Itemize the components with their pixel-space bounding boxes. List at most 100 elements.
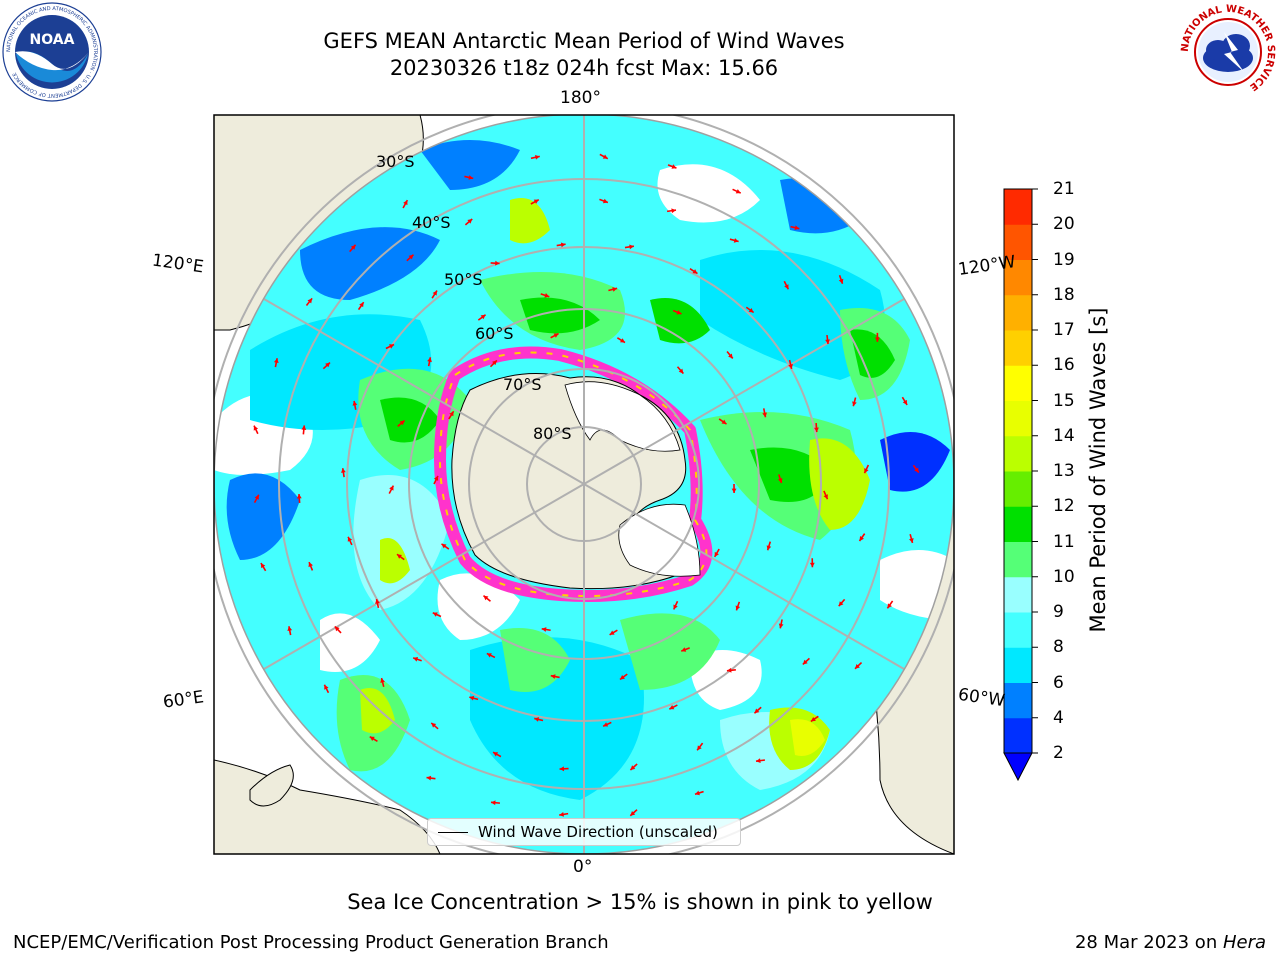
wave-arrow-head xyxy=(334,626,340,632)
wave-arrow-head xyxy=(671,208,676,214)
noaa-logo: NOAA NATIONAL OCEANIC AND ATMOSPHERIC AD… xyxy=(2,2,102,102)
colorbar-segment xyxy=(1004,576,1032,613)
footer-date-text: 28 Mar 2023 on xyxy=(1074,932,1223,953)
wave-arrow-head xyxy=(483,595,489,601)
colorbar-segment xyxy=(1004,365,1032,401)
chart-subtitle: 20230326 t18z 024h fcst Max: 15.66 xyxy=(389,56,779,80)
wave-arrow-head xyxy=(762,412,767,418)
wave-arrow-head xyxy=(778,623,784,629)
lat-label-60s: 60°S xyxy=(475,324,514,343)
wave-arrow-head xyxy=(308,562,313,568)
wave-arrow-head xyxy=(260,563,266,569)
land-madagascar xyxy=(249,764,294,807)
wave-arrow-head xyxy=(449,411,454,417)
colorbar-segment xyxy=(1004,471,1032,507)
wave-period-field xyxy=(214,115,954,854)
wave-arrow-head xyxy=(602,198,608,204)
wave-arrow-head xyxy=(408,254,414,260)
noaa-logo-text: NOAA xyxy=(30,32,75,48)
wave-arrow-head xyxy=(838,278,844,284)
gridlines xyxy=(214,115,954,854)
wave-arrow-head xyxy=(678,368,684,374)
wave-arrow-head xyxy=(413,657,419,662)
colorbar-segment xyxy=(1004,612,1032,648)
wave-arrow-head xyxy=(352,400,358,406)
lat-label-40s: 40°S xyxy=(412,213,451,232)
wave-arrow-head xyxy=(533,199,539,204)
colorbar-tick-label: 19 xyxy=(1053,249,1075,270)
colorbar-tick-label: 18 xyxy=(1053,284,1075,305)
wave-arrow-head xyxy=(467,218,473,224)
wave-arrow-head xyxy=(553,333,559,338)
colorbar-tick-label: 4 xyxy=(1053,707,1064,728)
wave-arrow-head xyxy=(403,200,408,206)
wave-arrow-head xyxy=(347,536,353,542)
wave-arrow-head xyxy=(620,338,625,343)
wave-arrow-head xyxy=(794,225,800,231)
wave-arrow-head xyxy=(838,601,844,607)
colorbar-tick-label: 12 xyxy=(1053,496,1075,517)
wave-arrow-head xyxy=(735,605,741,611)
lat-label-70s: 70°S xyxy=(503,375,542,394)
lat-label-50s: 50°S xyxy=(444,270,483,289)
wave-arrow-head xyxy=(733,238,739,243)
colorbar-tick-label: 9 xyxy=(1053,602,1064,622)
wave-arrow-head xyxy=(490,800,496,806)
colorbar-segment xyxy=(1004,294,1032,331)
wave-arrow-head xyxy=(755,758,761,763)
lon-label-180: 180° xyxy=(560,88,601,108)
colorbar-segment xyxy=(1004,400,1032,437)
wave-arrow-head xyxy=(480,314,486,320)
legend-line-swatch xyxy=(438,832,468,833)
footer-machine: Hera xyxy=(1222,932,1266,953)
wave-arrow-head xyxy=(560,242,566,248)
wave-arrow-head xyxy=(810,716,816,722)
wave-arrow-head xyxy=(902,399,908,405)
wave-arrow-head xyxy=(388,344,394,349)
wave-arrow-head xyxy=(427,357,432,363)
wave-arrow-head xyxy=(802,659,808,665)
wave-arrow-head xyxy=(324,684,329,690)
wave-arrow-head xyxy=(307,298,313,304)
colorbar-segment xyxy=(1004,259,1032,296)
wave-arrow-head xyxy=(550,674,556,679)
colorbar-tick-label: 17 xyxy=(1053,320,1075,340)
colorbar-segment xyxy=(1004,330,1032,366)
map-legend: Wind Wave Direction (unscaled) xyxy=(427,818,741,846)
wave-arrow-head xyxy=(669,705,675,710)
wave-arrow-head xyxy=(694,790,700,796)
colorbar xyxy=(1003,188,1038,782)
wind-wave-arrows xyxy=(253,153,920,817)
wave-arrow-head xyxy=(754,708,760,714)
footer-credit: NCEP/EMC/Verification Post Processing Pr… xyxy=(13,932,609,953)
wave-arrow-head xyxy=(728,353,733,359)
wave-arrow-head xyxy=(399,420,405,426)
wave-arrow-head xyxy=(426,775,432,781)
wave-arrow-head xyxy=(559,812,564,817)
colorbar-tick-label: 15 xyxy=(1053,390,1075,411)
colorbar-segment xyxy=(1004,506,1032,542)
wave-arrow-head xyxy=(630,811,636,816)
colorbar-tick-label: 21 xyxy=(1053,179,1075,199)
colorbar-label: Mean Period of Wind Waves [s] xyxy=(1086,307,1110,633)
wave-arrow-head xyxy=(254,494,259,500)
wave-arrow-head xyxy=(788,364,793,369)
colorbar-tick-label: 14 xyxy=(1053,425,1075,446)
wave-arrow-head xyxy=(721,419,727,425)
sea-ice-note: Sea Ice Concentration > 15% is shown in … xyxy=(347,890,933,914)
wave-arrow-head xyxy=(681,647,687,652)
wave-arrow-head xyxy=(432,290,437,296)
wave-arrow-head xyxy=(673,604,678,610)
wave-arrow-head xyxy=(809,562,815,568)
wave-arrow-head xyxy=(676,310,682,315)
wave-arrow-head xyxy=(619,674,625,680)
map-frame xyxy=(213,114,955,855)
wave-arrow-head xyxy=(468,175,474,180)
wave-arrow-head xyxy=(630,765,636,771)
wave-arrow-head xyxy=(534,717,540,722)
wave-arrow-head xyxy=(629,244,634,250)
wave-arrow-head xyxy=(375,599,380,604)
wave-arrow-head xyxy=(714,551,719,557)
wave-arrow-head xyxy=(612,287,618,292)
